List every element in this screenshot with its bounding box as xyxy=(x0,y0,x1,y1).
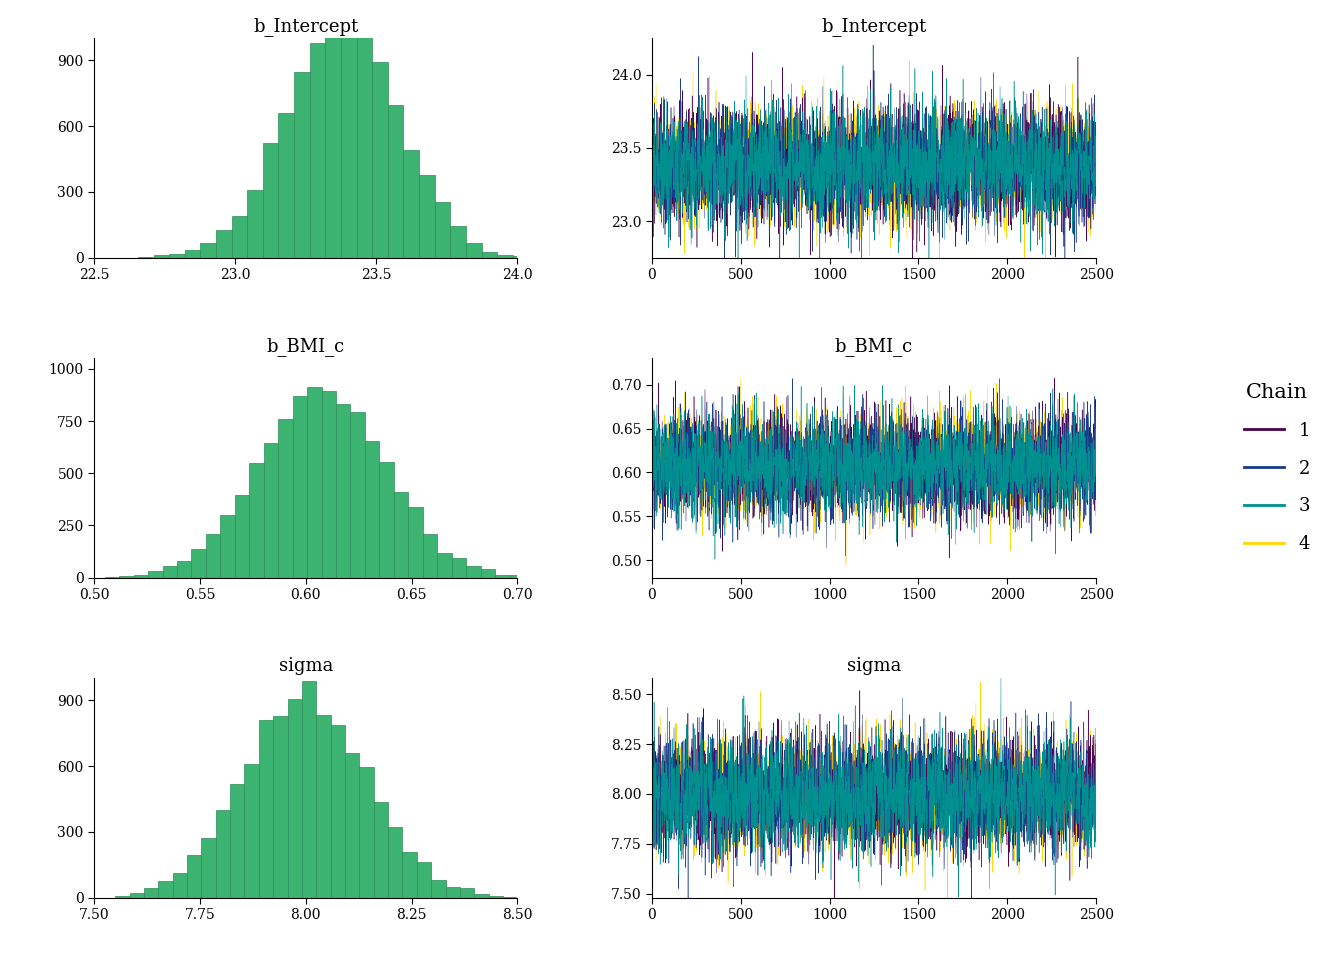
Bar xyxy=(331,726,345,898)
Bar xyxy=(402,852,417,898)
Bar xyxy=(366,441,379,578)
Bar xyxy=(247,190,263,257)
Bar xyxy=(403,150,419,257)
Bar xyxy=(231,215,247,257)
Bar xyxy=(359,766,374,898)
Bar xyxy=(278,113,294,257)
Bar xyxy=(184,251,200,257)
Bar xyxy=(187,855,202,898)
Bar xyxy=(423,534,437,578)
Bar xyxy=(351,412,366,578)
Bar xyxy=(466,566,481,578)
Bar xyxy=(249,464,263,578)
Bar xyxy=(163,565,177,578)
Bar xyxy=(341,18,356,257)
Bar xyxy=(388,105,403,257)
Bar xyxy=(294,72,309,257)
Bar xyxy=(120,576,133,578)
Bar xyxy=(417,862,431,898)
Bar xyxy=(116,897,129,898)
Bar xyxy=(394,492,409,578)
Bar xyxy=(129,893,144,898)
Bar xyxy=(288,699,302,898)
Bar xyxy=(273,716,288,898)
Bar xyxy=(235,494,249,578)
Bar xyxy=(177,561,191,578)
Bar xyxy=(169,254,184,257)
Bar xyxy=(481,252,497,257)
Bar xyxy=(263,444,278,578)
Bar xyxy=(460,888,474,898)
Bar xyxy=(437,553,452,578)
Bar xyxy=(216,230,231,257)
Bar xyxy=(148,571,163,578)
Bar xyxy=(220,515,235,578)
Bar xyxy=(374,802,388,898)
Bar xyxy=(245,764,259,898)
Bar xyxy=(144,888,159,898)
Bar xyxy=(321,391,336,578)
Bar xyxy=(372,61,388,257)
Title: b_Intercept: b_Intercept xyxy=(821,17,926,36)
Bar xyxy=(452,558,466,578)
Bar xyxy=(356,20,372,257)
Bar xyxy=(528,256,544,257)
Title: b_BMI_c: b_BMI_c xyxy=(266,338,345,356)
Bar xyxy=(309,43,325,257)
Title: sigma: sigma xyxy=(847,658,902,676)
Bar xyxy=(302,682,316,898)
Bar xyxy=(524,577,539,578)
Bar xyxy=(172,873,187,898)
Title: sigma: sigma xyxy=(278,658,333,676)
Bar xyxy=(206,534,220,578)
Bar xyxy=(316,715,331,898)
Bar xyxy=(466,243,481,257)
Bar xyxy=(293,396,308,578)
Bar xyxy=(431,880,445,898)
Bar xyxy=(509,575,524,578)
Bar xyxy=(497,254,513,257)
Title: b_Intercept: b_Intercept xyxy=(253,17,359,36)
Bar xyxy=(445,887,460,898)
Bar xyxy=(336,404,351,578)
Bar xyxy=(200,243,216,257)
Bar xyxy=(159,881,172,898)
Bar xyxy=(325,20,341,257)
Bar xyxy=(450,226,466,257)
Bar xyxy=(133,575,148,578)
Bar xyxy=(308,387,321,578)
Bar xyxy=(513,255,528,257)
Bar xyxy=(263,143,278,257)
Bar xyxy=(419,176,434,257)
Bar xyxy=(388,827,402,898)
Bar xyxy=(489,897,503,898)
Bar xyxy=(434,202,450,257)
Bar xyxy=(278,419,293,578)
Bar xyxy=(202,837,216,898)
Bar xyxy=(481,569,495,578)
Bar xyxy=(191,549,206,578)
Bar xyxy=(216,810,230,898)
Bar xyxy=(495,575,509,578)
Bar xyxy=(379,462,394,578)
Title: b_BMI_c: b_BMI_c xyxy=(835,338,913,356)
Bar xyxy=(345,754,359,898)
Legend: 1, 2, 3, 4: 1, 2, 3, 4 xyxy=(1245,383,1310,553)
Bar xyxy=(230,784,245,898)
Bar xyxy=(259,721,273,898)
Bar xyxy=(153,254,169,257)
Bar xyxy=(409,507,423,578)
Bar xyxy=(474,894,489,898)
